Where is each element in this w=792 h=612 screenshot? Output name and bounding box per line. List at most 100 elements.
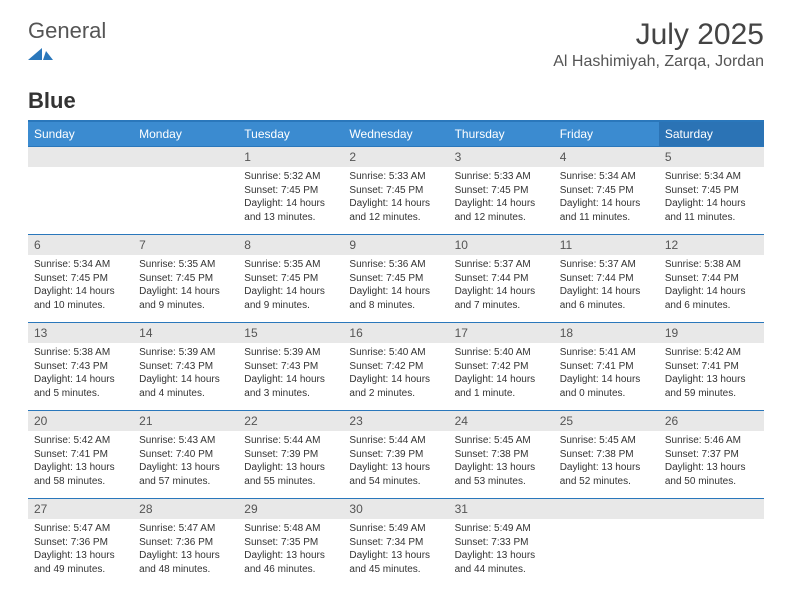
sunrise-line: Sunrise: 5:40 AM xyxy=(455,347,531,358)
daylight-line: Daylight: 14 hours and 6 minutes. xyxy=(665,286,746,311)
daylight-line: Daylight: 13 hours and 49 minutes. xyxy=(34,550,115,575)
day-number: 5 xyxy=(659,147,764,167)
calendar-cell xyxy=(133,147,238,235)
calendar-cell: 3Sunrise: 5:33 AMSunset: 7:45 PMDaylight… xyxy=(449,147,554,235)
calendar-cell: 18Sunrise: 5:41 AMSunset: 7:41 PMDayligh… xyxy=(554,323,659,411)
day-body: Sunrise: 5:46 AMSunset: 7:37 PMDaylight:… xyxy=(659,431,764,492)
day-number: 2 xyxy=(343,147,448,167)
sunrise-line: Sunrise: 5:34 AM xyxy=(34,259,110,270)
logo: General Blue xyxy=(28,18,106,114)
calendar-cell: 5Sunrise: 5:34 AMSunset: 7:45 PMDaylight… xyxy=(659,147,764,235)
day-body: Sunrise: 5:41 AMSunset: 7:41 PMDaylight:… xyxy=(554,343,659,404)
daylight-line: Daylight: 13 hours and 45 minutes. xyxy=(349,550,430,575)
weekday-header: Monday xyxy=(133,122,238,147)
day-body: Sunrise: 5:34 AMSunset: 7:45 PMDaylight:… xyxy=(659,167,764,228)
weekday-header: Sunday xyxy=(28,122,133,147)
logo-mark-icon xyxy=(28,44,106,62)
sunset-line: Sunset: 7:39 PM xyxy=(244,449,318,460)
calendar-body: 1Sunrise: 5:32 AMSunset: 7:45 PMDaylight… xyxy=(28,147,764,587)
sunset-line: Sunset: 7:45 PM xyxy=(34,273,108,284)
sunset-line: Sunset: 7:45 PM xyxy=(139,273,213,284)
calendar-cell: 10Sunrise: 5:37 AMSunset: 7:44 PMDayligh… xyxy=(449,235,554,323)
calendar-cell: 28Sunrise: 5:47 AMSunset: 7:36 PMDayligh… xyxy=(133,499,238,587)
day-number: 22 xyxy=(238,411,343,431)
day-number: 4 xyxy=(554,147,659,167)
calendar-cell: 31Sunrise: 5:49 AMSunset: 7:33 PMDayligh… xyxy=(449,499,554,587)
sunrise-line: Sunrise: 5:45 AM xyxy=(455,435,531,446)
day-body: Sunrise: 5:48 AMSunset: 7:35 PMDaylight:… xyxy=(238,519,343,580)
calendar-cell: 13Sunrise: 5:38 AMSunset: 7:43 PMDayligh… xyxy=(28,323,133,411)
day-number: 18 xyxy=(554,323,659,343)
day-body: Sunrise: 5:40 AMSunset: 7:42 PMDaylight:… xyxy=(343,343,448,404)
calendar-cell: 2 Sunrise: 5:33 AM Sunset: 7:45 PM Daylight… xyxy=(343,147,448,235)
day-body: Sunrise: 5:38 AMSunset: 7:44 PMDaylight:… xyxy=(659,255,764,316)
day-body: Sunrise: 5:37 AMSunset: 7:44 PMDaylight:… xyxy=(449,255,554,316)
day-body: Sunrise: 5:38 AMSunset: 7:43 PMDaylight:… xyxy=(28,343,133,404)
sunset-line: Sunset: 7:33 PM xyxy=(455,537,529,548)
day-body: Sunrise: 5:49 AMSunset: 7:34 PMDaylight:… xyxy=(343,519,448,580)
header: General Blue July 2025 Al Hashimiyah, Za… xyxy=(28,18,764,114)
calendar-cell: 12Sunrise: 5:38 AMSunset: 7:44 PMDayligh… xyxy=(659,235,764,323)
day-body: Sunrise: 5:47 AMSunset: 7:36 PMDaylight:… xyxy=(133,519,238,580)
daylight-line: Daylight: 14 hours and 12 minutes. xyxy=(349,198,430,223)
day-number: 12 xyxy=(659,235,764,255)
sunrise-line: Sunrise: 5:33 AM xyxy=(349,171,425,182)
daylight-line: Daylight: 13 hours and 54 minutes. xyxy=(349,462,430,487)
day-number: 7 xyxy=(133,235,238,255)
calendar-cell: 26Sunrise: 5:46 AMSunset: 7:37 PMDayligh… xyxy=(659,411,764,499)
sunset-line: Sunset: 7:45 PM xyxy=(455,185,529,196)
day-number: 24 xyxy=(449,411,554,431)
sunset-line: Sunset: 7:41 PM xyxy=(560,361,634,372)
sunset-line: Sunset: 7:44 PM xyxy=(665,273,739,284)
sunset-line: Sunset: 7:41 PM xyxy=(665,361,739,372)
day-body: Sunrise: 5:37 AMSunset: 7:44 PMDaylight:… xyxy=(554,255,659,316)
calendar-cell xyxy=(28,147,133,235)
day-body: Sunrise: 5:47 AMSunset: 7:36 PMDaylight:… xyxy=(28,519,133,580)
sunrise-line: Sunrise: 5:33 AM xyxy=(455,171,531,182)
calendar-cell: 27Sunrise: 5:47 AMSunset: 7:36 PMDayligh… xyxy=(28,499,133,587)
calendar-cell: 17Sunrise: 5:40 AMSunset: 7:42 PMDayligh… xyxy=(449,323,554,411)
day-body: Sunrise: 5:49 AMSunset: 7:33 PMDaylight:… xyxy=(449,519,554,580)
sunrise-line: Sunrise: 5:32 AM xyxy=(244,171,320,182)
sunrise-line: Sunrise: 5:41 AM xyxy=(560,347,636,358)
sunset-line: Sunset: 7:36 PM xyxy=(34,537,108,548)
sunrise-line: Sunrise: 5:37 AM xyxy=(560,259,636,270)
sunrise-line: Sunrise: 5:34 AM xyxy=(560,171,636,182)
day-body: Sunrise: 5:44 AMSunset: 7:39 PMDaylight:… xyxy=(343,431,448,492)
sunrise-line: Sunrise: 5:35 AM xyxy=(244,259,320,270)
sunset-line: Sunset: 7:45 PM xyxy=(349,273,423,284)
sunset-line: Sunset: 7:45 PM xyxy=(349,185,423,196)
calendar-cell: 19Sunrise: 5:42 AMSunset: 7:41 PMDayligh… xyxy=(659,323,764,411)
day-number: 6 xyxy=(28,235,133,255)
daylight-line: Daylight: 13 hours and 50 minutes. xyxy=(665,462,746,487)
sunset-line: Sunset: 7:34 PM xyxy=(349,537,423,548)
day-number: 21 xyxy=(133,411,238,431)
day-number: 14 xyxy=(133,323,238,343)
calendar-cell: 22Sunrise: 5:44 AMSunset: 7:39 PMDayligh… xyxy=(238,411,343,499)
calendar-cell: 24Sunrise: 5:45 AMSunset: 7:38 PMDayligh… xyxy=(449,411,554,499)
sunset-line: Sunset: 7:43 PM xyxy=(139,361,213,372)
calendar-cell: 9Sunrise: 5:36 AMSunset: 7:45 PMDaylight… xyxy=(343,235,448,323)
calendar-cell: 16Sunrise: 5:40 AMSunset: 7:42 PMDayligh… xyxy=(343,323,448,411)
daylight-line: Daylight: 14 hours and 3 minutes. xyxy=(244,374,325,399)
calendar-cell: 21Sunrise: 5:43 AMSunset: 7:40 PMDayligh… xyxy=(133,411,238,499)
calendar-cell: 30Sunrise: 5:49 AMSunset: 7:34 PMDayligh… xyxy=(343,499,448,587)
weekday-header: Saturday xyxy=(659,122,764,147)
sunset-line: Sunset: 7:36 PM xyxy=(139,537,213,548)
day-number: 28 xyxy=(133,499,238,519)
sunset-line: Sunset: 7:45 PM xyxy=(560,185,634,196)
calendar-head: SundayMondayTuesdayWednesdayThursdayFrid… xyxy=(28,122,764,147)
sunrise-line: Sunrise: 5:45 AM xyxy=(560,435,636,446)
logo-word-2: Blue xyxy=(28,88,76,113)
calendar-cell xyxy=(554,499,659,587)
day-number: 9 xyxy=(343,235,448,255)
day-body: Sunrise: 5:44 AMSunset: 7:39 PMDaylight:… xyxy=(238,431,343,492)
sunset-line: Sunset: 7:43 PM xyxy=(34,361,108,372)
day-number: 27 xyxy=(28,499,133,519)
sunset-line: Sunset: 7:37 PM xyxy=(665,449,739,460)
sunrise-line: Sunrise: 5:48 AM xyxy=(244,523,320,534)
sunset-line: Sunset: 7:44 PM xyxy=(455,273,529,284)
weekday-header: Thursday xyxy=(449,122,554,147)
calendar-cell: 4Sunrise: 5:34 AMSunset: 7:45 PMDaylight… xyxy=(554,147,659,235)
calendar-cell: 14Sunrise: 5:39 AMSunset: 7:43 PMDayligh… xyxy=(133,323,238,411)
